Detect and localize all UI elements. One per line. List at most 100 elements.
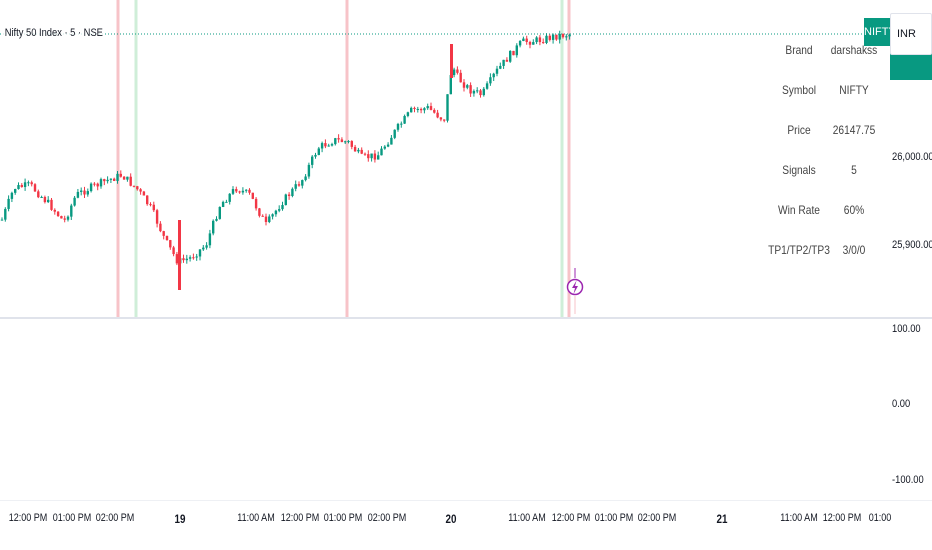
- candle-body: [99, 179, 103, 187]
- candle-body: [436, 112, 439, 118]
- candle-body: [132, 185, 136, 187]
- stat-label: TP1/TP2/TP3: [768, 243, 830, 257]
- candle-body: [499, 65, 502, 69]
- candle-body: [294, 184, 297, 189]
- candle-body: [327, 145, 330, 147]
- candle-body: [314, 154, 317, 157]
- candle-body: [489, 77, 492, 84]
- candle-body: [50, 199, 53, 210]
- candle-body: [535, 37, 538, 43]
- candle-body: [152, 204, 155, 211]
- candle-body: [373, 153, 377, 160]
- pane-divider[interactable]: [0, 317, 932, 319]
- candle-body: [129, 176, 132, 186]
- candle-body: [452, 69, 456, 76]
- candle-body: [334, 138, 337, 145]
- candle-body: [235, 189, 238, 192]
- candle-body: [30, 182, 33, 185]
- time-axis[interactable]: 12:00 PM 01:00 PM 02:00 PM 19 11:00 AM 1…: [0, 500, 932, 550]
- candle-body: [165, 235, 169, 241]
- candle-body: [426, 106, 429, 109]
- candle-body: [80, 190, 83, 192]
- time-label: 01:00 PM: [323, 512, 363, 524]
- candle-body: [192, 257, 195, 259]
- candle-body: [221, 201, 225, 207]
- stats-table: Brand darshakss Symbol NIFTY Price 26147…: [768, 30, 890, 270]
- stat-label: Symbol: [781, 83, 817, 97]
- osc-label: 0.00: [892, 398, 911, 410]
- candle-body: [89, 183, 93, 192]
- stat-label: Brand: [785, 43, 813, 57]
- candle-body: [0, 219, 4, 221]
- time-label: 02:00 PM: [637, 512, 677, 524]
- candle-body: [106, 179, 109, 182]
- candlestick-chart[interactable]: [0, 0, 890, 318]
- candle-body: [33, 184, 37, 192]
- candle-body: [380, 148, 383, 156]
- signal-line: [345, 0, 349, 318]
- candle-body: [43, 196, 47, 203]
- candle-body: [396, 123, 400, 130]
- osc-label: -100.00: [892, 474, 924, 486]
- candle-body: [360, 149, 363, 154]
- candle-body: [122, 176, 126, 180]
- candle-body: [561, 34, 565, 38]
- lightning-icon[interactable]: [566, 268, 584, 314]
- candle-body: [70, 205, 73, 217]
- candle-body: [268, 216, 271, 223]
- candle-body: [113, 178, 116, 181]
- candle-body: [416, 108, 419, 110]
- candle-body: [456, 69, 459, 73]
- signal-line: [560, 0, 564, 318]
- candle-body: [347, 141, 350, 143]
- candle-body: [509, 50, 512, 62]
- candle-body: [218, 206, 221, 219]
- candle-body: [482, 88, 485, 96]
- candle-body: [10, 192, 14, 199]
- candle-body: [126, 176, 129, 180]
- candle-body: [37, 191, 40, 198]
- candle-body: [548, 35, 551, 40]
- time-label: 12:00 PM: [280, 512, 320, 524]
- candle-body: [155, 210, 159, 224]
- candle-body: [393, 129, 396, 138]
- time-label: 01:00 PM: [594, 512, 634, 524]
- candle-body: [344, 141, 347, 143]
- candle-body: [53, 209, 56, 212]
- candle-body: [136, 186, 139, 190]
- candle-body: [558, 34, 561, 40]
- candle-body: [287, 194, 291, 196]
- candle-body: [245, 189, 248, 191]
- price-label: 26,000.00: [892, 151, 932, 163]
- stat-value: darshakss: [830, 43, 878, 57]
- candle-body: [185, 258, 188, 261]
- candle-body: [271, 214, 274, 217]
- candle-body: [228, 193, 231, 202]
- stat-row-tp: TP1/TP2/TP3 3/0/0: [768, 230, 890, 270]
- candle-body: [202, 247, 205, 250]
- candle-body: [446, 94, 449, 121]
- stat-row-signals: Signals 5: [772, 150, 890, 190]
- stat-row-win-rate: Win Rate 60%: [772, 190, 890, 230]
- stat-row-brand: Brand darshakss: [772, 30, 890, 70]
- candle-body: [515, 45, 518, 56]
- time-label: 12:00 PM: [551, 512, 591, 524]
- oscillator-pane[interactable]: [0, 318, 890, 500]
- candle-body: [413, 107, 416, 109]
- candle-body: [512, 50, 515, 56]
- currency-button[interactable]: INR: [890, 13, 932, 55]
- candle-body: [410, 107, 413, 113]
- candle-body: [324, 143, 327, 147]
- candle-body: [142, 191, 146, 196]
- candle-body: [532, 42, 535, 45]
- symbol-price-badge[interactable]: NIFTY: [864, 18, 890, 46]
- candle-body: [423, 108, 426, 111]
- candle-body: [146, 195, 149, 205]
- price-chart[interactable]: [0, 0, 890, 318]
- price-axis[interactable]: 26,000.00 25,900.00 100.00 0.00 -100.00: [890, 0, 932, 500]
- candle-body: [103, 179, 106, 182]
- candle-body: [83, 190, 86, 195]
- candle-body: [337, 138, 340, 140]
- candle-body: [551, 34, 555, 40]
- candle-body: [248, 189, 251, 193]
